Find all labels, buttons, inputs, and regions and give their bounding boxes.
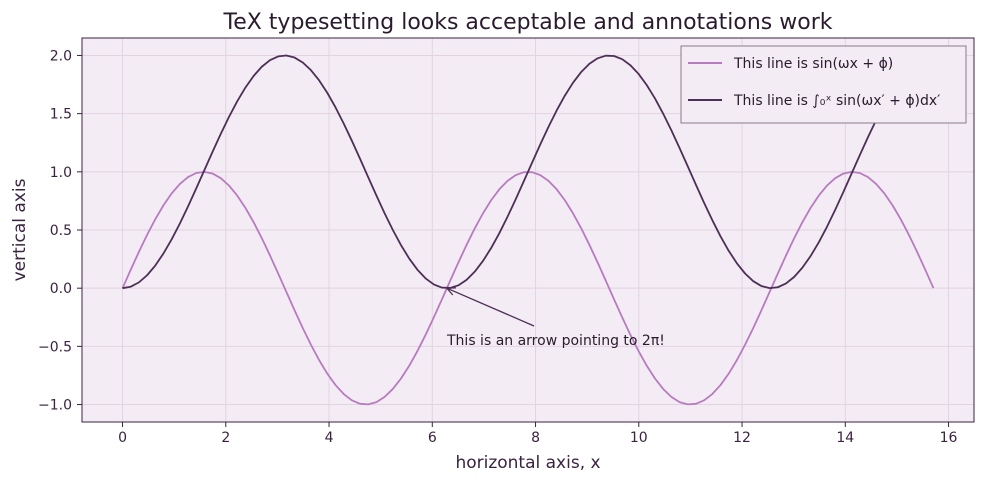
x-tick-label: 6: [428, 430, 437, 446]
x-tick-label: 0: [118, 430, 127, 446]
annotation-text: This is an arrow pointing to 2π!: [446, 333, 665, 349]
legend-label-sin: This line is sin(ωx + ϕ): [733, 56, 893, 72]
y-tick-label: 0.5: [50, 223, 72, 239]
x-axis-label: horizontal axis, x: [455, 453, 600, 473]
y-tick-label: 2.0: [50, 48, 72, 64]
annotation-arrow: [446, 287, 535, 327]
y-tick-label: −1.0: [38, 398, 72, 414]
y-tick-label: −0.5: [38, 339, 72, 355]
chart-title: TeX typesetting looks acceptable and ann…: [223, 10, 833, 35]
series-line-integral: [122, 54, 934, 290]
annotation-arrowhead: [445, 287, 456, 296]
annotation: This is an arrow pointing to 2π!: [445, 287, 665, 349]
x-tick-label: 2: [221, 430, 230, 446]
x-tick-label: 8: [531, 430, 540, 446]
y-axis-label: vertical axis: [10, 178, 30, 281]
x-tick-label: 4: [325, 430, 334, 446]
legend-label-integral: This line is ∫₀ˣ sin(ωx′ + ϕ)dx′: [733, 93, 940, 109]
x-tick-label: 14: [836, 430, 854, 446]
legend: This line is sin(ωx + ϕ) This line is ∫₀…: [680, 45, 967, 124]
y-tick-label: 1.5: [50, 107, 72, 123]
y-axis: −1.0 −0.5 0.0 0.5 1.0 1.5 2.0: [38, 48, 82, 414]
series-group: [121, 54, 935, 406]
y-tick-label: 1.0: [50, 165, 72, 181]
x-tick-label: 16: [940, 430, 958, 446]
x-axis: 0 2 4 6 8 10 12 14 16: [118, 422, 958, 446]
y-tick-label: 0.0: [50, 281, 72, 297]
legend-box: [680, 45, 967, 124]
x-tick-label: 10: [630, 430, 648, 446]
x-tick-label: 12: [733, 430, 751, 446]
